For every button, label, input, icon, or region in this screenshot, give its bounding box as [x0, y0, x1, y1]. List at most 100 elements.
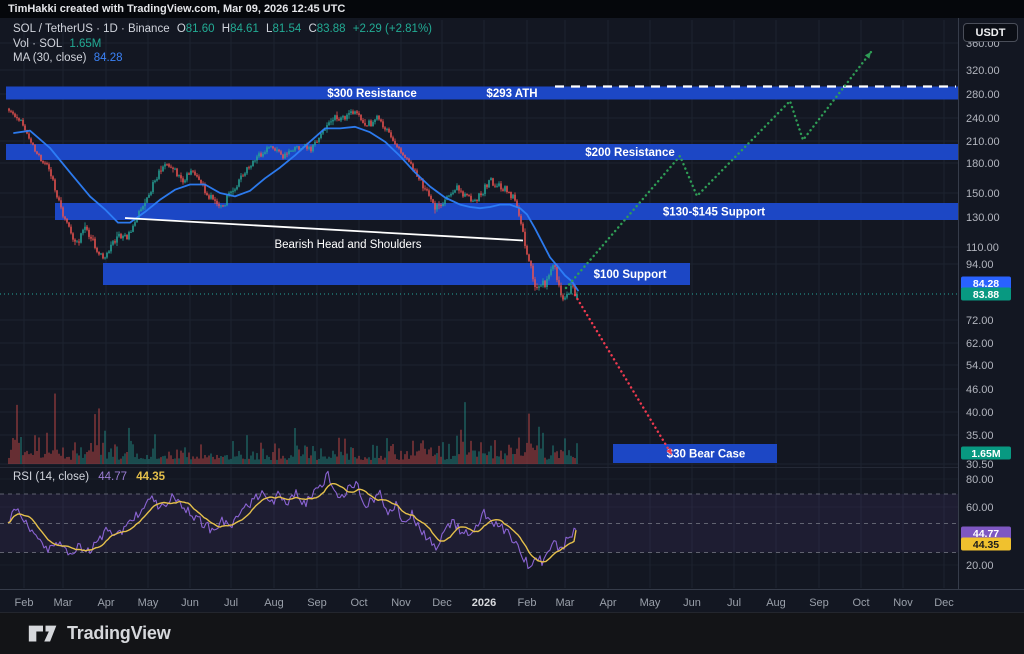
ohlc-low-label: L — [266, 23, 273, 35]
time-tick-label[interactable]: Aug — [264, 597, 284, 609]
ohlc-low-value: 81.54 — [272, 23, 302, 35]
bull-projection-line[interactable] — [564, 50, 873, 290]
candlesticks — [8, 107, 578, 302]
currency-unit-button[interactable]: USDT — [963, 23, 1018, 42]
axis-tick-label: 150.00 — [966, 188, 1000, 200]
time-tick-label[interactable]: Nov — [893, 597, 913, 609]
time-tick-label[interactable]: Feb — [15, 597, 34, 609]
ohlc-open-value: 81.60 — [185, 23, 215, 35]
time-tick-label[interactable]: 2026 — [472, 597, 496, 609]
time-axis[interactable]: Feb Mar Apr May Jun Jul Aug Sep Oct Nov Dec 2026 Feb… — [15, 597, 955, 609]
time-tick-label[interactable]: Feb — [518, 597, 537, 609]
time-tick-label[interactable]: Nov — [391, 597, 411, 609]
rsi-value-badge — [961, 526, 1011, 540]
rsi-legend[interactable]: RSI (14, close) 44.77 44.35 — [13, 471, 165, 483]
rsi-label: RSI (14, close) — [13, 471, 90, 483]
ma-value-badge-text: 84.28 — [973, 278, 999, 290]
axis-tick-label: 72.00 — [966, 315, 994, 327]
ma-label: MA (30, close) — [13, 52, 87, 64]
time-tick-label[interactable]: Oct — [852, 597, 869, 609]
symbol-row[interactable]: SOL / TetherUS · 1D · Binance O81.60 H84… — [13, 23, 432, 37]
last-price-badge — [961, 287, 1011, 301]
ohlc-high-label: H — [221, 23, 231, 35]
attribution-bar: TimHakki created with TradingView.com, M… — [0, 0, 1024, 18]
time-tick-label[interactable]: Mar — [556, 597, 575, 609]
time-tick-label[interactable]: Oct — [350, 597, 367, 609]
symbol-legend[interactable]: SOL / TetherUS · 1D · Binance O81.60 H84… — [13, 23, 432, 67]
rsi-ma-value-badge — [961, 537, 1011, 551]
time-tick-label[interactable]: May — [138, 597, 159, 609]
axis-tick-label: 60.00 — [966, 502, 994, 514]
ma-value-badge — [961, 276, 1011, 290]
ohlc-close-label: C — [308, 23, 317, 35]
time-tick-label[interactable]: Sep — [809, 597, 829, 609]
time-tick-label[interactable]: Sep — [307, 597, 327, 609]
axis-tick-label: 240.00 — [966, 113, 1000, 125]
axis-tick-label: 46.00 — [966, 384, 994, 396]
ohlc-high-value: 84.61 — [230, 23, 259, 35]
ohlc-close-value: 83.88 — [316, 23, 346, 35]
price-band[interactable] — [6, 144, 958, 160]
volume-value-badge — [961, 446, 1011, 460]
ma-line — [13, 125, 579, 292]
price-axis[interactable]: 360.00320.00280.00240.00210.00180.00150.… — [961, 38, 1011, 572]
band-label: $100 Support — [594, 269, 667, 281]
axis-tick-label: 35.00 — [966, 430, 994, 442]
price-band[interactable] — [55, 203, 958, 220]
axis-tick-label: 130.00 — [966, 212, 1000, 224]
time-tick-label[interactable]: Apr — [599, 597, 616, 609]
rsi-ma-value-badge-text: 44.35 — [973, 539, 999, 551]
band-label: $200 Resistance — [585, 147, 675, 159]
band-label: $130-$145 Support — [663, 207, 765, 219]
ma-value: 84.28 — [93, 52, 123, 64]
axis-tick-label: 20.00 — [966, 560, 994, 572]
tradingview-logo-icon — [28, 625, 57, 641]
last-price-badge-text: 83.88 — [973, 289, 999, 301]
volume-value-badge-text: 1.65M — [971, 448, 1000, 460]
trend-drawings[interactable]: Bearish Head and Shoulders — [0, 50, 958, 457]
band-label: $30 Bear Case — [667, 449, 746, 461]
footer-bar: TradingView — [0, 612, 1024, 654]
time-tick-label[interactable]: Jun — [181, 597, 199, 609]
time-tick-label[interactable]: Dec — [934, 597, 954, 609]
change-value: +2.29 (+2.81%) — [352, 23, 433, 35]
time-tick-label[interactable]: Apr — [97, 597, 114, 609]
time-tick-label[interactable]: Mar — [54, 597, 73, 609]
time-tick-label[interactable]: Dec — [432, 597, 452, 609]
volume-row[interactable]: Vol · SOL 1.65M — [13, 38, 432, 52]
tradingview-logo[interactable]: TradingView — [28, 622, 171, 646]
symbol-title[interactable]: SOL / TetherUS · 1D · Binance — [13, 23, 170, 35]
time-tick-label[interactable]: Aug — [766, 597, 786, 609]
support-resistance-bands[interactable]: $300 Resistance $293 ATH $200 Resistance $1… — [6, 86, 958, 464]
ohlc-open-label: O — [176, 23, 186, 35]
axis-tick-label: 40.00 — [966, 407, 994, 419]
band-label: $300 Resistance — [327, 88, 417, 100]
axis-tick-label: 110.00 — [966, 242, 999, 254]
volume-bars — [8, 393, 578, 464]
rsi-value: 44.77 — [98, 471, 128, 483]
axis-tick-label: 80.00 — [966, 474, 994, 486]
axis-tick-label: 180.00 — [966, 158, 1000, 170]
head-and-shoulders-neckline — [124, 217, 524, 242]
bear-projection-line[interactable] — [573, 293, 674, 457]
price-band[interactable] — [613, 444, 777, 463]
hns-annotation: Bearish Head and Shoulders — [274, 239, 421, 251]
price-band[interactable] — [6, 86, 958, 100]
ma-row[interactable]: MA (30, close) 84.28 — [13, 52, 432, 66]
volume-label: Vol · SOL — [13, 37, 63, 50]
volume-value: 1.65M — [69, 37, 102, 50]
band-label: $293 ATH — [486, 88, 537, 100]
rsi-value-badge-text: 44.77 — [973, 528, 999, 540]
axis-tick-label: 54.00 — [966, 360, 994, 372]
time-tick-label[interactable]: Jul — [224, 597, 238, 609]
tradingview-wordmark: TradingView — [67, 623, 171, 643]
axis-tick-label: 210.00 — [966, 136, 1000, 148]
rsi-ma-value: 44.35 — [136, 471, 166, 483]
time-tick-label[interactable]: Jul — [727, 597, 741, 609]
axis-tick-label: 62.00 — [966, 338, 994, 350]
attribution-text: TimHakki created with TradingView.com, M… — [8, 3, 346, 15]
time-tick-label[interactable]: Jun — [683, 597, 701, 609]
time-tick-label[interactable]: May — [640, 597, 661, 609]
